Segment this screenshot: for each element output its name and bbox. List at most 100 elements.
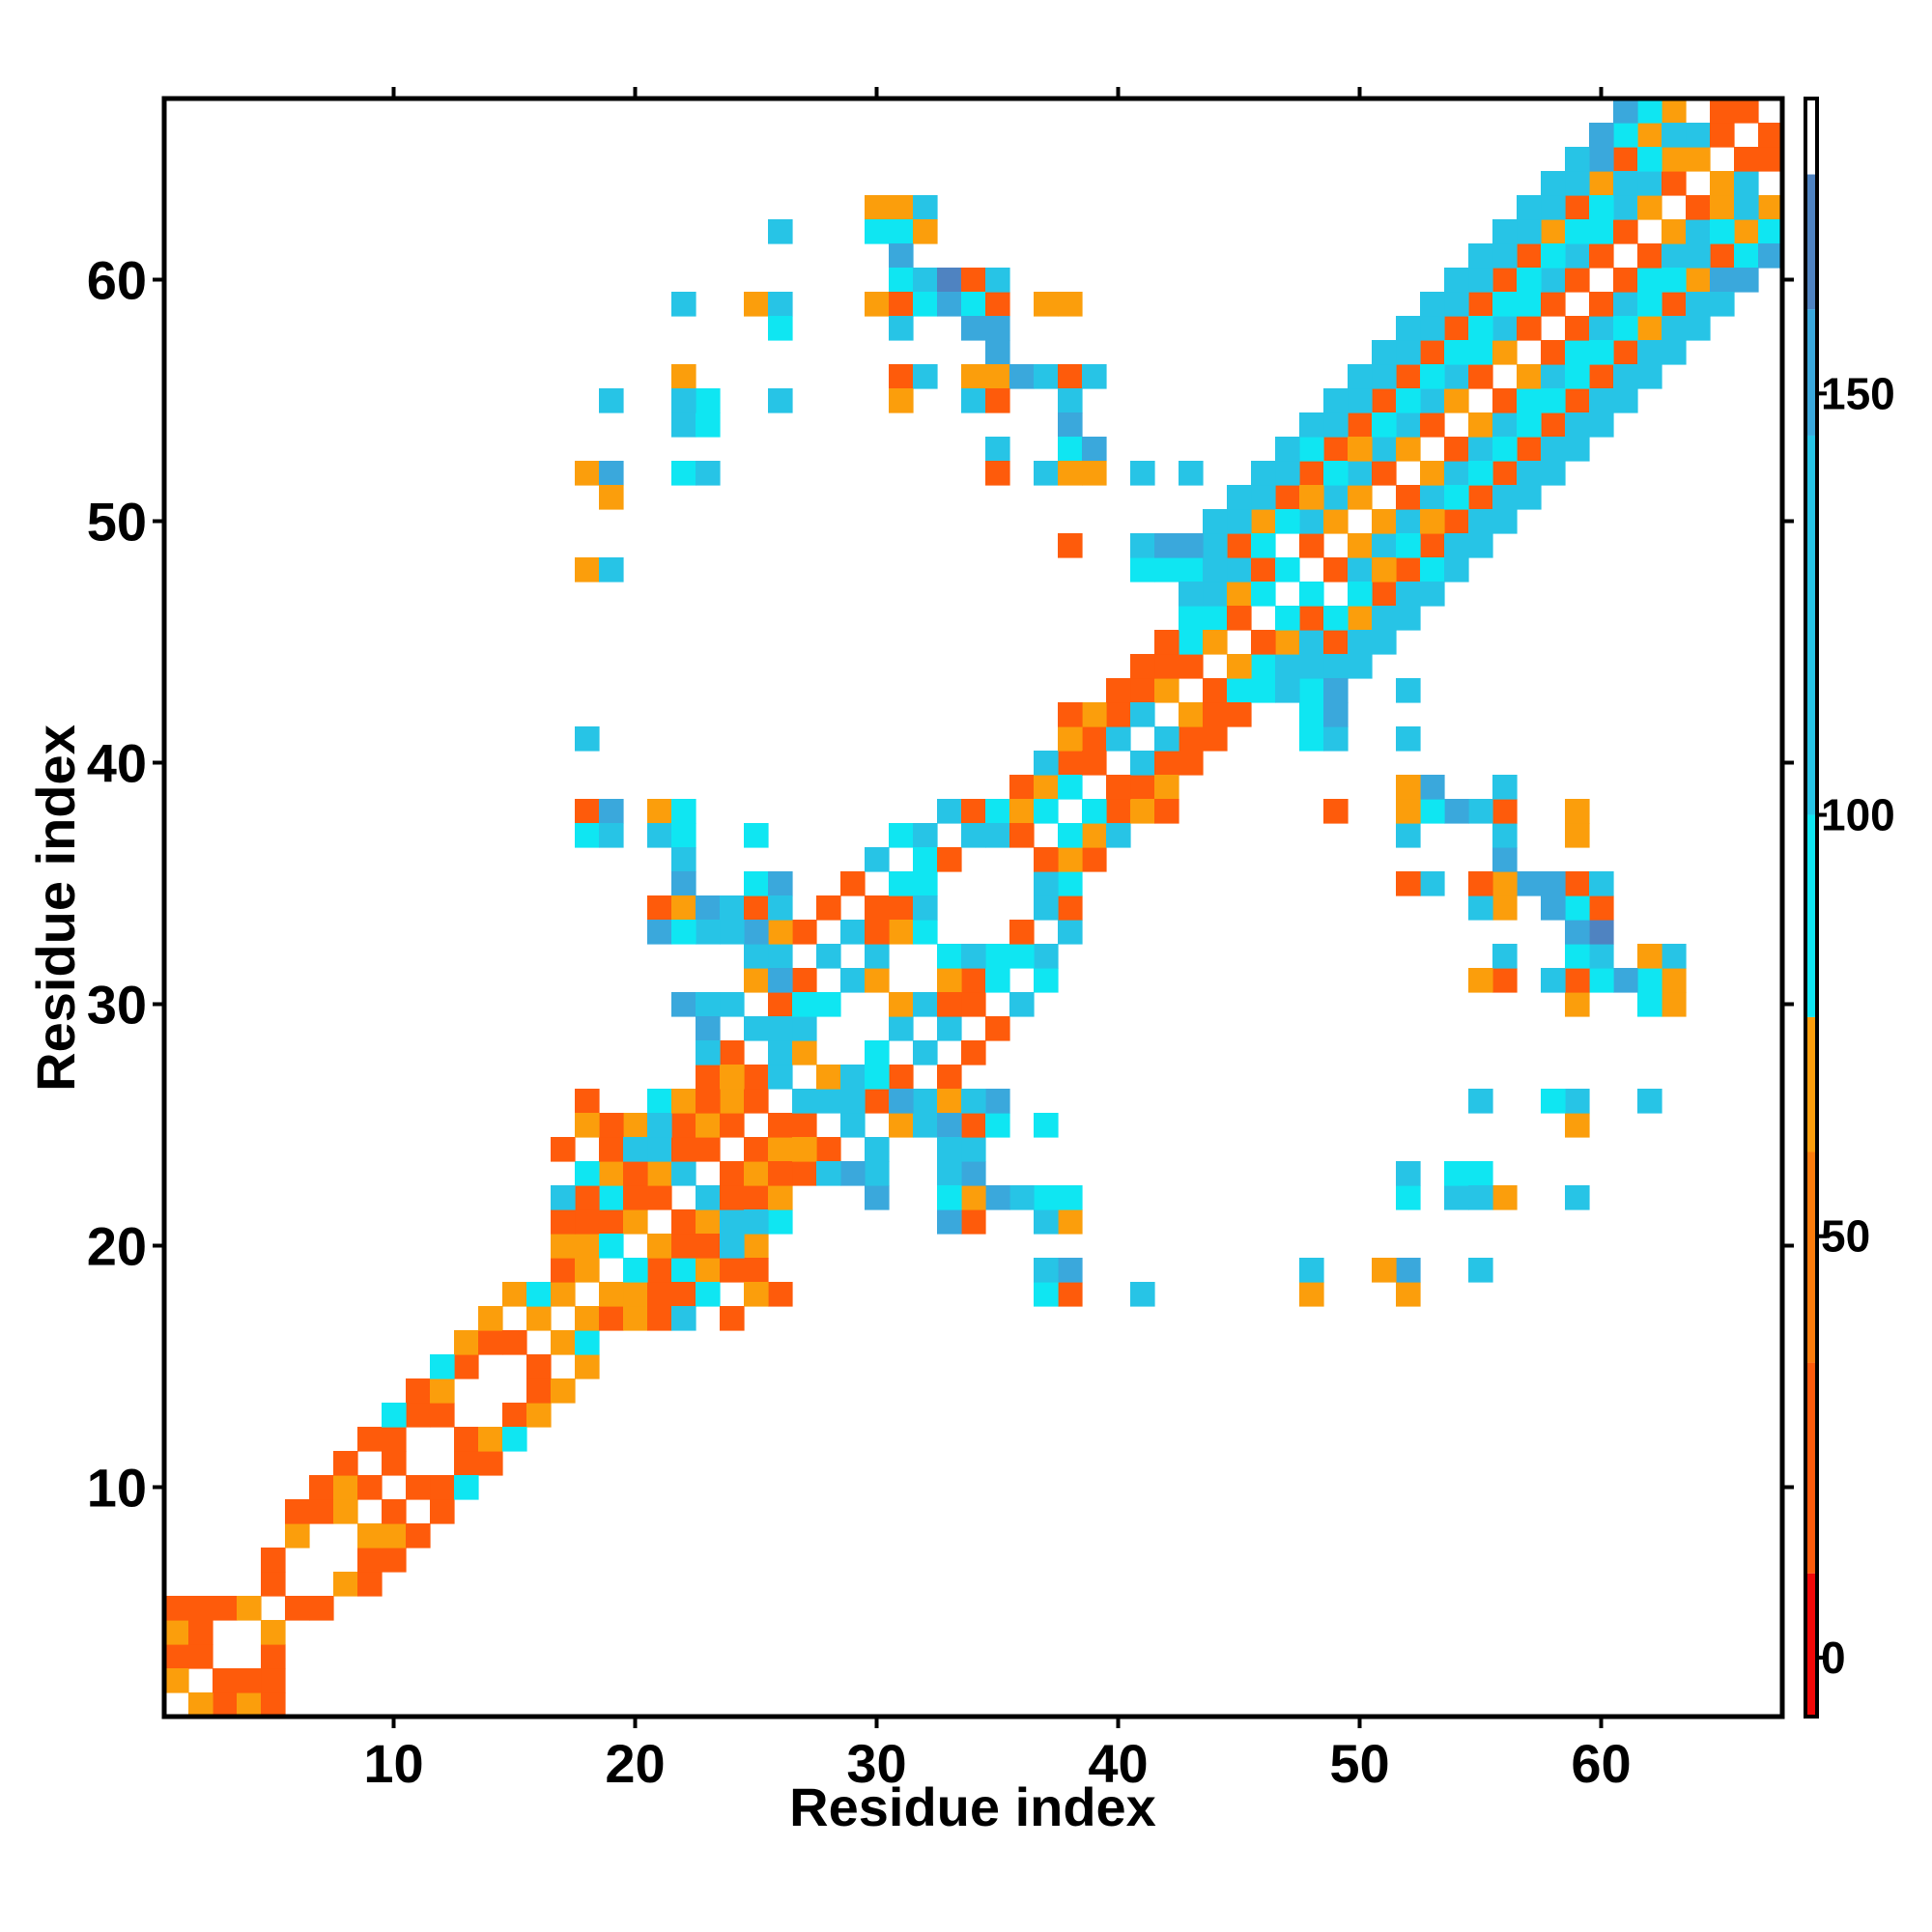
heatmap-cell bbox=[1589, 195, 1614, 220]
heatmap-cell bbox=[937, 1089, 962, 1114]
heatmap-cell bbox=[454, 1330, 479, 1355]
heatmap-cell bbox=[1154, 726, 1179, 752]
heatmap-cell bbox=[1396, 678, 1421, 703]
heatmap-cell bbox=[1613, 219, 1638, 244]
heatmap-cell bbox=[937, 968, 962, 993]
heatmap-cell bbox=[333, 1451, 358, 1476]
heatmap-cell bbox=[865, 219, 890, 244]
heatmap-cell bbox=[1251, 654, 1276, 679]
heatmap-cell bbox=[1396, 557, 1421, 582]
heatmap-cell bbox=[599, 1234, 624, 1259]
heatmap-cell bbox=[1758, 243, 1783, 269]
heatmap-cell bbox=[1637, 195, 1662, 220]
heatmap-cell bbox=[1468, 1161, 1493, 1186]
heatmap-cell bbox=[744, 823, 769, 848]
heatmap-cell bbox=[985, 1016, 1010, 1041]
heatmap-cell bbox=[792, 968, 817, 993]
heatmap-cell bbox=[1372, 582, 1397, 607]
heatmap-cell bbox=[865, 920, 890, 945]
heatmap-cell bbox=[889, 823, 914, 848]
heatmap-cell bbox=[261, 1572, 286, 1597]
heatmap-cell bbox=[1348, 437, 1373, 462]
heatmap-cell bbox=[865, 292, 890, 317]
heatmap-cell bbox=[1565, 219, 1590, 244]
heatmap-cell bbox=[1372, 533, 1397, 558]
heatmap-cell bbox=[478, 1306, 503, 1331]
heatmap-cell bbox=[1492, 292, 1518, 317]
heatmap-cell bbox=[261, 1692, 286, 1718]
heatmap-cell bbox=[1420, 388, 1445, 413]
heatmap-cell bbox=[1009, 364, 1035, 389]
heatmap-cell bbox=[1299, 461, 1324, 486]
heatmap-cell bbox=[768, 992, 793, 1017]
heatmap-cell bbox=[1589, 895, 1614, 921]
heatmap-cell bbox=[1710, 219, 1735, 244]
heatmap-cell bbox=[1758, 195, 1783, 220]
heatmap-cell bbox=[164, 1596, 189, 1621]
heatmap-cell bbox=[768, 895, 793, 921]
heatmap-cell bbox=[961, 1089, 986, 1114]
heatmap-cell bbox=[744, 1185, 769, 1210]
heatmap-cell bbox=[696, 1137, 721, 1162]
heatmap-cell bbox=[1396, 509, 1421, 534]
heatmap-cell bbox=[1565, 1113, 1590, 1138]
heatmap-cell bbox=[599, 1282, 624, 1307]
heatmap-cell bbox=[1468, 509, 1493, 534]
heatmap-cell bbox=[1106, 726, 1131, 752]
heatmap-cell bbox=[1517, 195, 1542, 220]
heatmap-cell bbox=[1396, 388, 1421, 413]
heatmap-cell bbox=[188, 1644, 213, 1669]
heatmap-cell bbox=[985, 340, 1010, 365]
y-tick-label: 10 bbox=[87, 1458, 147, 1519]
heatmap-cell bbox=[551, 1378, 576, 1404]
heatmap-cell bbox=[382, 1427, 407, 1452]
heatmap-cell bbox=[961, 1185, 986, 1210]
heatmap-cell bbox=[1275, 557, 1300, 582]
heatmap-cell bbox=[696, 1185, 721, 1210]
heatmap-cell bbox=[1082, 751, 1107, 776]
heatmap-cell bbox=[1396, 606, 1421, 631]
heatmap-cell bbox=[1179, 582, 1204, 607]
heatmap-cell bbox=[913, 847, 938, 872]
heatmap-cell bbox=[1734, 171, 1759, 196]
heatmap-cell bbox=[599, 461, 624, 486]
heatmap-cell bbox=[1686, 316, 1711, 341]
heatmap-cell bbox=[1662, 944, 1687, 969]
heatmap-cell bbox=[188, 1692, 213, 1718]
heatmap-cell bbox=[237, 1668, 262, 1693]
heatmap-cell bbox=[720, 1185, 745, 1210]
heatmap-cell bbox=[720, 1161, 745, 1186]
heatmap-cell bbox=[671, 871, 696, 896]
heatmap-cell bbox=[768, 1282, 793, 1307]
heatmap-cell bbox=[1444, 557, 1469, 582]
heatmap-cell bbox=[985, 388, 1010, 413]
heatmap-cell bbox=[792, 1113, 817, 1138]
heatmap-cell bbox=[1444, 340, 1469, 365]
heatmap-cell bbox=[671, 920, 696, 945]
heatmap-cell bbox=[889, 364, 914, 389]
heatmap-cell bbox=[1420, 557, 1445, 582]
heatmap-cell bbox=[1348, 364, 1373, 389]
heatmap-cell bbox=[1227, 582, 1252, 607]
plot-frame bbox=[161, 96, 1785, 1719]
heatmap-cell bbox=[1154, 557, 1179, 582]
heatmap-cell bbox=[985, 316, 1010, 341]
heatmap-cell bbox=[1565, 195, 1590, 220]
heatmap-cell bbox=[1492, 871, 1518, 896]
heatmap-cell bbox=[1637, 147, 1662, 172]
heatmap-cell bbox=[1492, 437, 1518, 462]
heatmap-cell bbox=[1710, 268, 1735, 293]
heatmap-cell bbox=[1009, 992, 1035, 1017]
heatmap-cell bbox=[1589, 871, 1614, 896]
heatmap-cell bbox=[865, 1137, 890, 1162]
heatmap-cell bbox=[1734, 195, 1759, 220]
heatmap-cell bbox=[889, 268, 914, 293]
heatmap-cell bbox=[1589, 968, 1614, 993]
heatmap-cell bbox=[889, 316, 914, 341]
heatmap-cell bbox=[575, 461, 600, 486]
heatmap-cell bbox=[1299, 630, 1324, 655]
heatmap-cell bbox=[1323, 702, 1349, 727]
heatmap-cell bbox=[623, 1185, 648, 1210]
heatmap-cell bbox=[1734, 243, 1759, 269]
heatmap-cell bbox=[1662, 243, 1687, 269]
